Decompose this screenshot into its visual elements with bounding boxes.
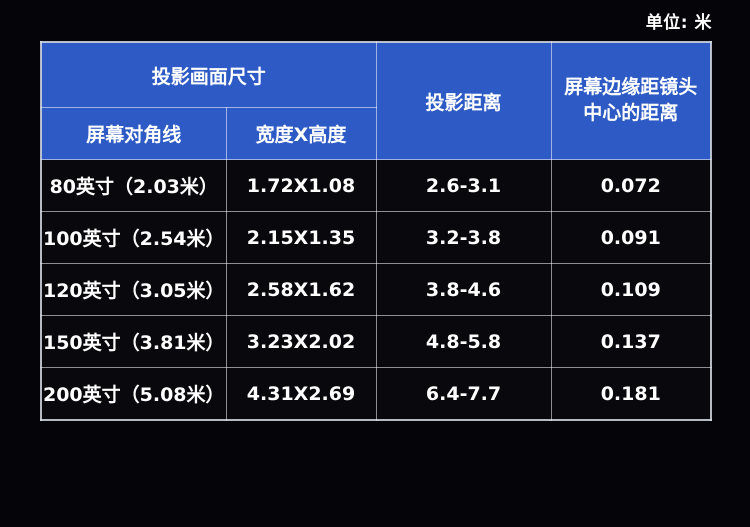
- cell-edge-distance: 0.137: [550, 315, 712, 368]
- header-edge-to-lens-distance-label: 屏幕边缘距镜头中心的距离: [564, 76, 698, 124]
- header-screen-diagonal: 屏幕对角线: [40, 107, 227, 160]
- cell-width-height: 3.23X2.02: [225, 315, 377, 368]
- header-width-x-height: 宽度X高度: [225, 107, 377, 160]
- cell-distance: 4.8-5.8: [375, 315, 552, 368]
- cell-edge-distance: 0.072: [550, 159, 712, 212]
- cell-edge-distance: 0.091: [550, 211, 712, 264]
- table-row: 80英寸（2.03米） 1.72X1.08 2.6-3.1 0.072: [40, 159, 712, 212]
- table-row: 120英寸（3.05米） 2.58X1.62 3.8-4.6 0.109: [40, 263, 712, 316]
- cell-edge-distance: 0.181: [550, 367, 712, 421]
- cell-width-height: 2.15X1.35: [225, 211, 377, 264]
- cell-distance: 3.2-3.8: [375, 211, 552, 264]
- table-row: 100英寸（2.54米） 2.15X1.35 3.2-3.8 0.091: [40, 211, 712, 264]
- table-row: 200英寸（5.08米） 4.31X2.69 6.4-7.7 0.181: [40, 367, 712, 421]
- cell-distance: 6.4-7.7: [375, 367, 552, 421]
- table-row: 150英寸（3.81米） 3.23X2.02 4.8-5.8 0.137: [40, 315, 712, 368]
- cell-diagonal: 100英寸（2.54米）: [40, 211, 227, 264]
- cell-edge-distance: 0.109: [550, 263, 712, 316]
- cell-diagonal: 80英寸（2.03米）: [40, 159, 227, 212]
- header-screen-size-group: 投影画面尺寸: [40, 41, 377, 108]
- cell-width-height: 1.72X1.08: [225, 159, 377, 212]
- cell-distance: 2.6-3.1: [375, 159, 552, 212]
- cell-width-height: 4.31X2.69: [225, 367, 377, 421]
- header-projection-distance: 投影距离: [375, 41, 552, 160]
- cell-diagonal: 150英寸（3.81米）: [40, 315, 227, 368]
- unit-label: 单位: 米: [645, 13, 712, 33]
- header-row-sub: 屏幕对角线 宽度X高度: [40, 107, 711, 160]
- projection-spec-table: 投影画面尺寸 投影距离 屏幕边缘距镜头中心的距离 屏幕对角线 宽度X高度 80英…: [40, 41, 713, 421]
- header-edge-to-lens-distance: 屏幕边缘距镜头中心的距离: [550, 41, 712, 160]
- cell-distance: 3.8-4.6: [375, 263, 552, 316]
- cell-width-height: 2.58X1.62: [225, 263, 377, 316]
- cell-diagonal: 120英寸（3.05米）: [40, 263, 227, 316]
- header-row-top: 投影画面尺寸 投影距离 屏幕边缘距镜头中心的距离: [40, 41, 712, 160]
- cell-diagonal: 200英寸（5.08米）: [40, 367, 227, 421]
